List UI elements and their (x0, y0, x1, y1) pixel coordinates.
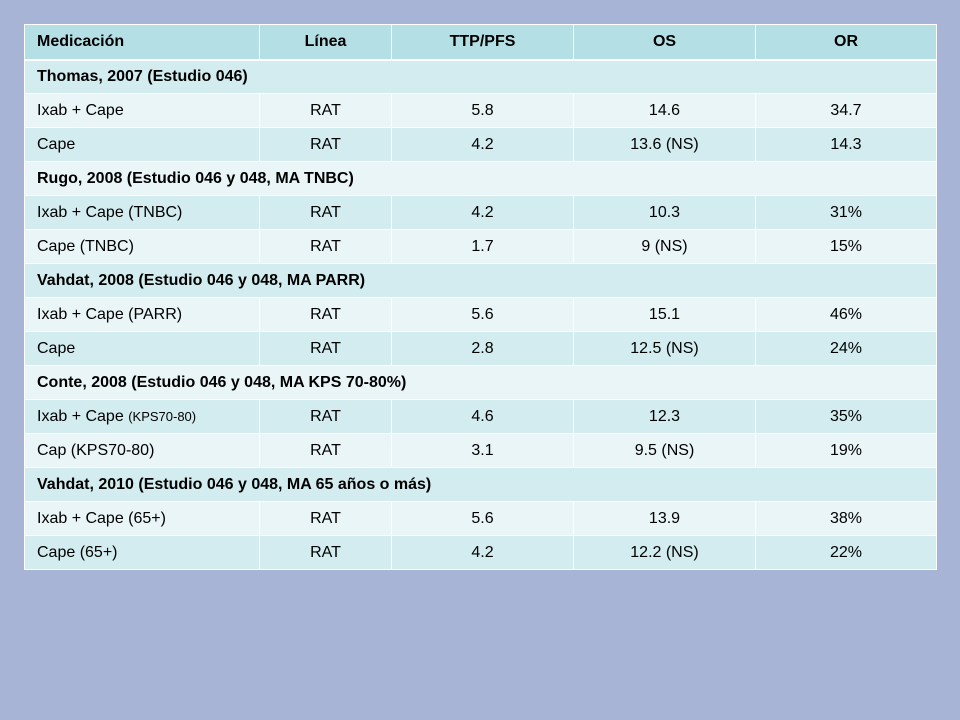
cell-medicacion: Ixab + Cape (PARR) (25, 298, 260, 332)
cell-linea: RAT (260, 332, 392, 366)
cell-or: 19% (756, 434, 937, 468)
study-title: Conte, 2008 (Estudio 046 y 048, MA KPS 7… (25, 366, 937, 400)
cell-medicacion: Cape (25, 332, 260, 366)
cell-or: 46% (756, 298, 937, 332)
header-os: OS (574, 25, 756, 60)
cell-os: 15.1 (574, 298, 756, 332)
cell-ttp-pfs: 4.2 (392, 196, 574, 230)
table-row: Ixab + Cape (65+) RAT 5.6 13.9 38% (25, 502, 937, 536)
results-table: Medicación Línea TTP/PFS OS OR Thomas, 2… (24, 24, 937, 570)
cell-medicacion-suffix: (KPS70-80) (128, 409, 196, 424)
cell-or: 14.3 (756, 128, 937, 162)
study-title: Thomas, 2007 (Estudio 046) (25, 60, 937, 94)
cell-os: 12.3 (574, 400, 756, 434)
cell-medicacion: Ixab + Cape (65+) (25, 502, 260, 536)
cell-or: 15% (756, 230, 937, 264)
cell-medicacion: Ixab + Cape (25, 94, 260, 128)
cell-medicacion: Cape (TNBC) (25, 230, 260, 264)
cell-or: 24% (756, 332, 937, 366)
header-ttp-pfs: TTP/PFS (392, 25, 574, 60)
cell-linea: RAT (260, 434, 392, 468)
cell-linea: RAT (260, 196, 392, 230)
cell-linea: RAT (260, 536, 392, 570)
study-title: Vahdat, 2008 (Estudio 046 y 048, MA PARR… (25, 264, 937, 298)
table-row: Ixab + Cape RAT 5.8 14.6 34.7 (25, 94, 937, 128)
cell-ttp-pfs: 5.6 (392, 298, 574, 332)
header-row: Medicación Línea TTP/PFS OS OR (25, 25, 937, 60)
table-row: Ixab + Cape (PARR) RAT 5.6 15.1 46% (25, 298, 937, 332)
study-row: Vahdat, 2008 (Estudio 046 y 048, MA PARR… (25, 264, 937, 298)
cell-or: 31% (756, 196, 937, 230)
cell-or: 38% (756, 502, 937, 536)
cell-linea: RAT (260, 400, 392, 434)
table-row: Cape RAT 2.8 12.5 (NS) 24% (25, 332, 937, 366)
cell-ttp-pfs: 4.2 (392, 128, 574, 162)
cell-os: 12.2 (NS) (574, 536, 756, 570)
cell-linea: RAT (260, 502, 392, 536)
cell-ttp-pfs: 1.7 (392, 230, 574, 264)
table-row: Ixab + Cape (KPS70-80) RAT 4.6 12.3 35% (25, 400, 937, 434)
cell-medicacion: Ixab + Cape (TNBC) (25, 196, 260, 230)
study-title: Vahdat, 2010 (Estudio 046 y 048, MA 65 a… (25, 468, 937, 502)
header-or: OR (756, 25, 937, 60)
table-row: Cape (65+) RAT 4.2 12.2 (NS) 22% (25, 536, 937, 570)
cell-os: 14.6 (574, 94, 756, 128)
header-medicacion: Medicación (25, 25, 260, 60)
cell-medicacion: Cap (KPS70-80) (25, 434, 260, 468)
study-row: Thomas, 2007 (Estudio 046) (25, 60, 937, 94)
study-row: Conte, 2008 (Estudio 046 y 048, MA KPS 7… (25, 366, 937, 400)
cell-linea: RAT (260, 230, 392, 264)
header-linea: Línea (260, 25, 392, 60)
cell-or: 22% (756, 536, 937, 570)
cell-or: 35% (756, 400, 937, 434)
cell-os: 9 (NS) (574, 230, 756, 264)
cell-os: 10.3 (574, 196, 756, 230)
cell-ttp-pfs: 2.8 (392, 332, 574, 366)
results-table-container: Medicación Línea TTP/PFS OS OR Thomas, 2… (24, 24, 936, 570)
cell-linea: RAT (260, 298, 392, 332)
cell-medicacion: Cape (25, 128, 260, 162)
cell-ttp-pfs: 4.2 (392, 536, 574, 570)
cell-medicacion: Cape (65+) (25, 536, 260, 570)
cell-os: 12.5 (NS) (574, 332, 756, 366)
study-row: Vahdat, 2010 (Estudio 046 y 048, MA 65 a… (25, 468, 937, 502)
cell-ttp-pfs: 5.6 (392, 502, 574, 536)
cell-medicacion: Ixab + Cape (KPS70-80) (25, 400, 260, 434)
cell-ttp-pfs: 3.1 (392, 434, 574, 468)
cell-ttp-pfs: 4.6 (392, 400, 574, 434)
table-row: Cape RAT 4.2 13.6 (NS) 14.3 (25, 128, 937, 162)
cell-medicacion-main: Ixab + Cape (37, 408, 124, 425)
cell-os: 13.9 (574, 502, 756, 536)
cell-linea: RAT (260, 94, 392, 128)
cell-linea: RAT (260, 128, 392, 162)
study-title: Rugo, 2008 (Estudio 046 y 048, MA TNBC) (25, 162, 937, 196)
cell-os: 9.5 (NS) (574, 434, 756, 468)
table-row: Ixab + Cape (TNBC) RAT 4.2 10.3 31% (25, 196, 937, 230)
table-row: Cap (KPS70-80) RAT 3.1 9.5 (NS) 19% (25, 434, 937, 468)
cell-os: 13.6 (NS) (574, 128, 756, 162)
cell-ttp-pfs: 5.8 (392, 94, 574, 128)
table-row: Cape (TNBC) RAT 1.7 9 (NS) 15% (25, 230, 937, 264)
study-row: Rugo, 2008 (Estudio 046 y 048, MA TNBC) (25, 162, 937, 196)
cell-or: 34.7 (756, 94, 937, 128)
